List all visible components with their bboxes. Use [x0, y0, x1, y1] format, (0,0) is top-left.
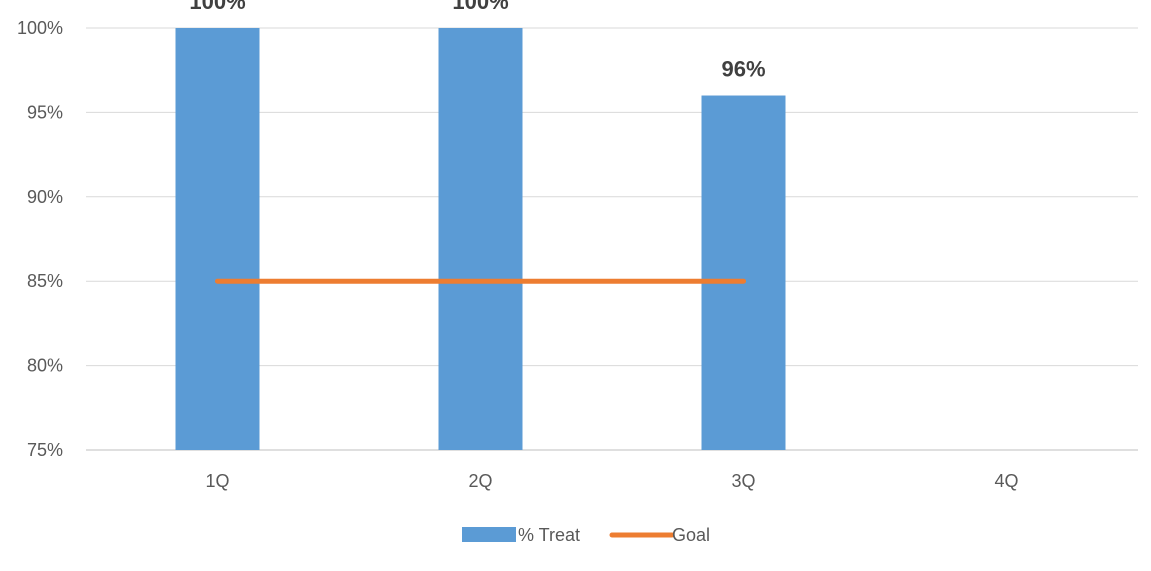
y-tick-label: 80%	[27, 356, 63, 376]
data-label: 100%	[189, 0, 245, 14]
x-tick-label: 4Q	[994, 471, 1018, 491]
data-label: 96%	[721, 57, 765, 82]
legend-swatch-treat	[462, 527, 516, 542]
x-tick-label: 2Q	[468, 471, 492, 491]
y-tick-label: 95%	[27, 102, 63, 122]
bar-series	[175, 28, 786, 451]
bar-2Q	[438, 28, 523, 450]
y-axis-ticks: 75% 80% 85% 90% 95% 100%	[17, 18, 63, 460]
legend: % Treat Goal	[462, 525, 710, 545]
bar-3Q	[701, 95, 786, 451]
x-tick-label: 3Q	[731, 471, 755, 491]
x-tick-label: 1Q	[205, 471, 229, 491]
y-tick-label: 75%	[27, 440, 63, 460]
data-labels: 100% 100% 96%	[189, 0, 765, 82]
bar-1Q	[175, 28, 260, 450]
y-tick-label: 100%	[17, 18, 63, 38]
data-label: 100%	[452, 0, 508, 14]
y-tick-label: 90%	[27, 187, 63, 207]
legend-label-goal: Goal	[672, 525, 710, 545]
legend-label-treat: % Treat	[518, 525, 580, 545]
y-tick-label: 85%	[27, 271, 63, 291]
x-axis-ticks: 1Q 2Q 3Q 4Q	[205, 471, 1018, 491]
